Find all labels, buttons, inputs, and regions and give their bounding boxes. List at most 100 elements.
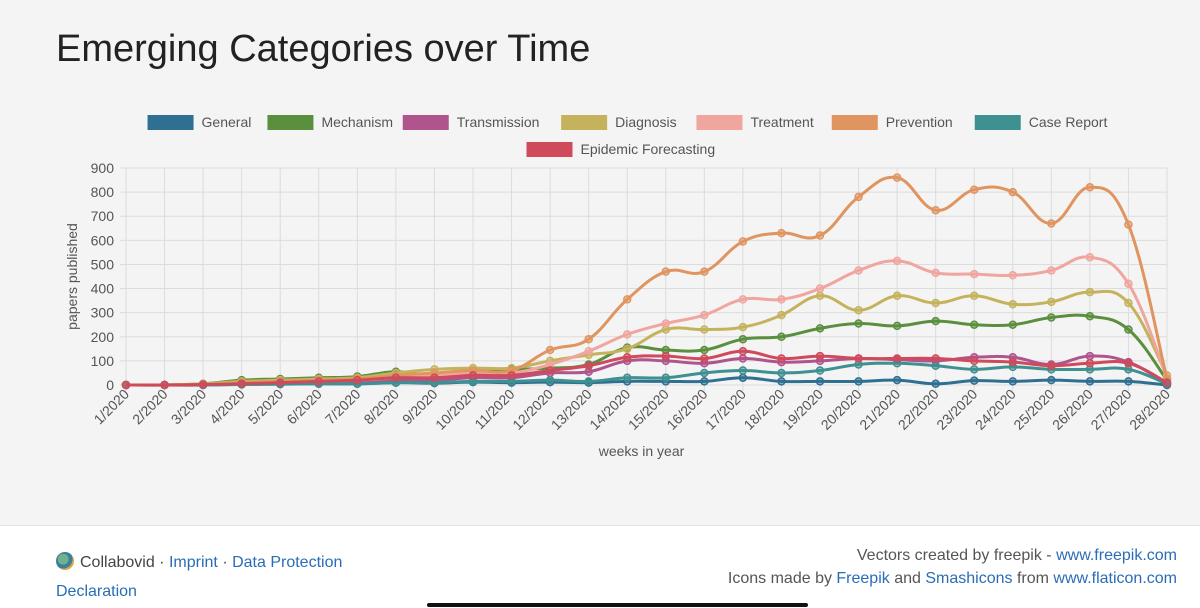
x-tick-label: 18/2020 [740, 386, 787, 433]
flaticon-link[interactable]: www.flaticon.com [1053, 570, 1177, 587]
data-point [1085, 312, 1095, 321]
data-point [815, 351, 825, 361]
data-point [1047, 219, 1056, 228]
data-point [854, 377, 863, 386]
legend-item-general[interactable]: General [147, 114, 252, 130]
series-line-epidemic-forecasting [125, 349, 1168, 387]
x-tick-label: 26/2020 [1049, 386, 1096, 433]
data-point [1047, 361, 1056, 370]
legend-item-transmission[interactable]: Transmission [402, 114, 540, 130]
data-point [700, 368, 709, 378]
data-point [661, 351, 671, 361]
legend-item-prevention[interactable]: Prevention [831, 114, 953, 130]
separator: · [159, 554, 165, 571]
data-point [661, 267, 671, 276]
x-tick-label: 22/2020 [895, 386, 942, 433]
legend-label: Mechanism [321, 114, 393, 130]
data-point [854, 266, 863, 275]
data-point [969, 185, 979, 194]
data-point [1124, 325, 1133, 334]
data-point [1124, 377, 1133, 386]
x-tick-label: 8/2020 [360, 386, 402, 428]
data-point [545, 375, 555, 385]
data-point [353, 375, 362, 385]
x-tick-label: 19/2020 [779, 386, 826, 433]
data-point [738, 334, 748, 344]
data-point [738, 237, 748, 246]
data-point [892, 375, 902, 385]
legend-item-diagnosis[interactable]: Diagnosis [561, 114, 677, 130]
legend: General Mechanism Transmission Diagnosis Tre… [147, 114, 1108, 157]
legend-item-epidemic-forecasting[interactable]: Epidemic Forecasting [526, 141, 716, 157]
x-axis-label: weeks in year [598, 443, 685, 459]
data-point [931, 268, 940, 278]
x-tick-label: 16/2020 [663, 386, 710, 433]
series-line-case-report [126, 361, 1168, 387]
data-point [777, 228, 786, 238]
data-point [777, 377, 786, 386]
data-point [700, 345, 709, 355]
page-title: Emerging Categories over Time [56, 28, 591, 70]
imprint-link[interactable]: Imprint [168, 554, 218, 571]
data-point [700, 310, 709, 320]
data-point [931, 298, 940, 308]
legend-item-case-report[interactable]: Case Report [974, 114, 1108, 130]
y-tick-label: 300 [91, 305, 115, 321]
data-point [622, 330, 632, 339]
data-point [1085, 183, 1095, 192]
legend-item-treatment[interactable]: Treatment [696, 114, 814, 130]
legend-label: Transmission [457, 114, 540, 130]
data-point [391, 373, 401, 383]
data-point [1085, 351, 1095, 361]
legend-item-mechanism[interactable]: Mechanism [267, 114, 393, 130]
x-tick-label: 28/2020 [1126, 386, 1173, 433]
data-point [622, 344, 632, 354]
y-tick-label: 100 [91, 353, 115, 369]
freepik-author-link[interactable]: Freepik [836, 570, 890, 587]
data-point [1047, 266, 1056, 275]
data-point [969, 365, 979, 374]
data-point [584, 334, 593, 344]
data-point [1008, 320, 1018, 329]
x-tick-label: 4/2020 [206, 386, 248, 428]
data-point [931, 354, 940, 363]
data-point [1085, 287, 1095, 297]
y-tick-label: 700 [91, 208, 115, 224]
separator: · [222, 554, 228, 571]
x-tick-label: 15/2020 [625, 386, 672, 433]
data-point [661, 319, 671, 328]
data-point [892, 173, 902, 182]
data-point [931, 379, 940, 389]
data-point [738, 322, 748, 332]
data-protection-link[interactable]: Data Protection Declaration [56, 554, 343, 600]
y-tick-label: 400 [91, 281, 115, 297]
x-tick-label: 12/2020 [509, 386, 556, 433]
x-tick-label: 2/2020 [129, 386, 171, 428]
data-point [815, 284, 825, 293]
data-point [430, 373, 439, 383]
legend-label: Case Report [1029, 114, 1108, 130]
data-point [584, 346, 593, 356]
legend-swatch [561, 115, 608, 130]
x-tick-label: 10/2020 [432, 386, 479, 433]
data-point [969, 320, 979, 329]
data-point [777, 310, 786, 320]
line-chart: 01002003004005006007008009001/20202/2020… [64, 114, 1173, 459]
data-point [507, 371, 516, 380]
data-point [1085, 377, 1095, 386]
data-point [622, 373, 632, 383]
data-point [622, 353, 632, 362]
credits-line-vectors: Vectors created by freepik - www.freepik… [856, 547, 1177, 564]
data-point [1047, 297, 1056, 307]
data-point [1008, 377, 1018, 386]
data-point [121, 380, 131, 390]
data-point [700, 267, 709, 276]
freepik-site-link[interactable]: www.freepik.com [1056, 547, 1177, 564]
data-point [738, 373, 748, 383]
data-point [545, 366, 555, 375]
data-point [1124, 220, 1133, 229]
data-point [892, 291, 902, 301]
data-point [777, 332, 786, 342]
data-point [738, 346, 748, 356]
smashicons-link[interactable]: Smashicons [925, 570, 1013, 587]
